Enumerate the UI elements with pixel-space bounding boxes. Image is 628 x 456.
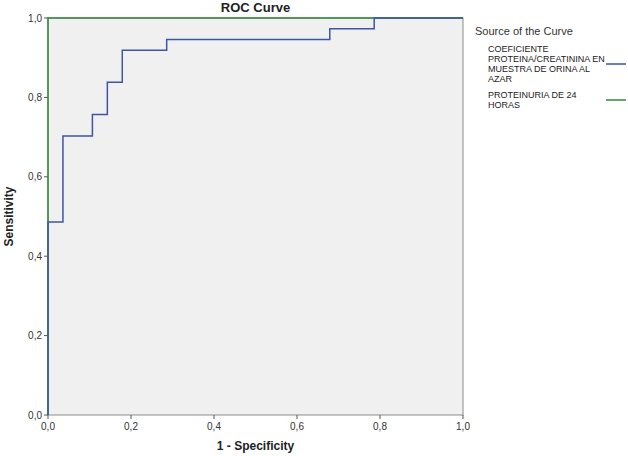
legend-line: AZAR <box>488 74 513 84</box>
x-tick-label: 1,0 <box>456 421 470 432</box>
x-tick <box>48 415 49 419</box>
legend-swatch <box>606 99 626 101</box>
roc-line <box>48 18 463 415</box>
x-tick <box>297 415 298 419</box>
plot-area <box>48 18 463 415</box>
x-axis-label: 1 - Specificity <box>217 439 295 453</box>
legend-line: COEFICIENTE <box>488 44 549 54</box>
legend-label: PROTEINURIA DE 24HORAS <box>488 90 577 110</box>
y-tick-label: 0,2 <box>28 330 42 341</box>
chart: ROC Curve1 - SpecificitySensitivity0,00,… <box>0 0 628 456</box>
x-tick <box>214 415 215 419</box>
x-tick <box>131 415 132 419</box>
x-tick-label: 0,6 <box>290 421 304 432</box>
legend-title: Source of the Curve <box>475 25 573 37</box>
x-tick-label: 0,4 <box>207 421 221 432</box>
x-tick <box>463 415 464 419</box>
legend-line: PROTEINURIA DE 24 <box>488 90 577 100</box>
y-axis-label: Sensitivity <box>2 186 16 246</box>
y-tick-label: 0,4 <box>28 251 42 262</box>
series-group <box>48 18 463 415</box>
y-tick-label: 0,6 <box>28 171 42 182</box>
legend-line: HORAS <box>488 100 520 110</box>
x-tick-label: 0,8 <box>373 421 387 432</box>
legend-swatch <box>606 63 626 65</box>
legend-label: COEFICIENTEPROTEINA/CREATININA ENMUESTRA… <box>488 44 605 84</box>
title: ROC Curve <box>221 0 290 15</box>
y-tick-label: 1,0 <box>28 13 42 24</box>
x-tick-label: 0,2 <box>124 421 138 432</box>
y-tick-label: 0,8 <box>28 92 42 103</box>
roc-line <box>48 18 463 415</box>
legend-line: PROTEINA/CREATININA EN <box>488 54 605 64</box>
y-tick-label: 0,0 <box>28 410 42 421</box>
legend-line: MUESTRA DE ORINA AL <box>488 64 590 74</box>
x-tick-label: 0,0 <box>41 421 55 432</box>
x-tick <box>380 415 381 419</box>
